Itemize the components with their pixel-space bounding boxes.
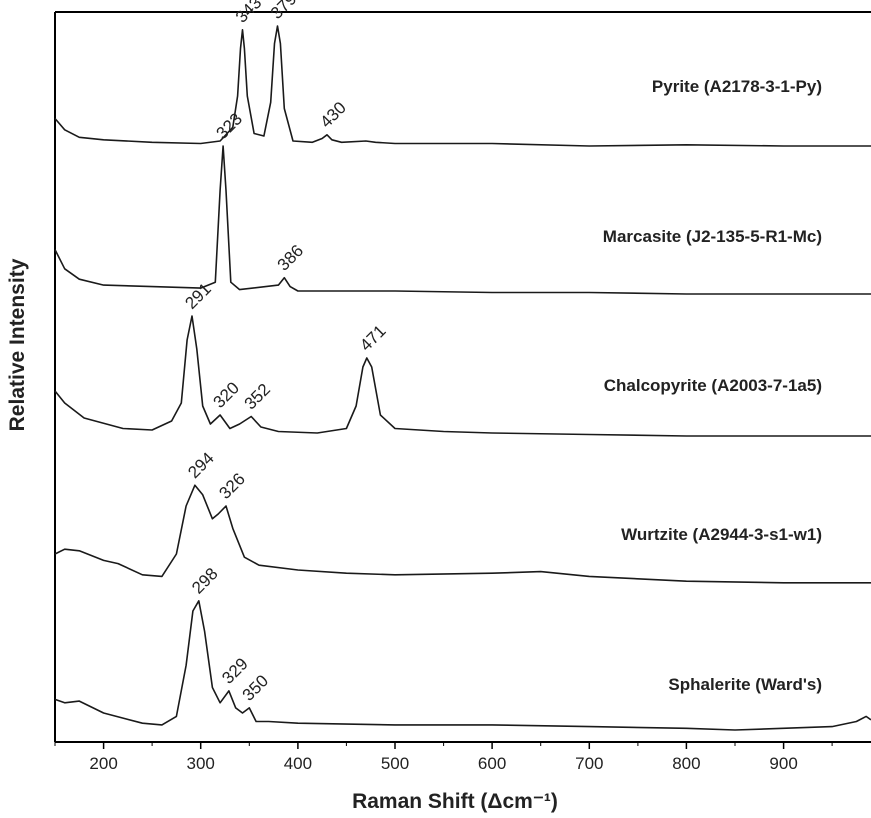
spectrum-line-4 xyxy=(54,484,871,584)
peak-label-352: 352 xyxy=(241,380,274,413)
peak-label-386: 386 xyxy=(274,241,307,274)
peak-label-298: 298 xyxy=(188,564,221,597)
x-axis-ticks: 200 300 400 500 600 700 800 900 xyxy=(54,742,833,773)
x-tick-label-400: 400 xyxy=(284,754,312,773)
peak-label-350: 350 xyxy=(239,671,272,704)
peak-label-343: 343 xyxy=(232,0,265,27)
x-tick-label-500: 500 xyxy=(381,754,409,773)
x-axis-title: Raman Shift (Δcm⁻¹) xyxy=(352,790,558,813)
spectrum-line-1 xyxy=(54,25,871,147)
x-tick-label-600: 600 xyxy=(478,754,506,773)
spectrum-line-5 xyxy=(54,600,871,731)
spectrum-line-2 xyxy=(54,145,871,295)
spectra-traces xyxy=(54,25,871,731)
peak-label-430: 430 xyxy=(316,98,349,131)
y-axis-title: Relative Intensity xyxy=(6,258,29,431)
x-tick-label-900: 900 xyxy=(769,754,797,773)
x-tick-label-200: 200 xyxy=(89,754,117,773)
spectrum-line-3 xyxy=(54,315,871,437)
peak-label-326: 326 xyxy=(215,469,248,502)
x-tick-label-700: 700 xyxy=(575,754,603,773)
x-tick-label-300: 300 xyxy=(187,754,215,773)
sample-labels: Pyrite (A2178-3-1-Py) Marcasite (J2-135-5… xyxy=(603,77,822,694)
peak-label-294: 294 xyxy=(184,449,217,482)
series-label-3: Chalcopyrite (A2003-7-1a5) xyxy=(604,376,822,395)
peak-label-320: 320 xyxy=(209,378,242,411)
series-label-5: Sphalerite (Ward's) xyxy=(668,675,822,694)
peak-label-471: 471 xyxy=(356,321,389,354)
x-tick-label-800: 800 xyxy=(672,754,700,773)
peak-labels: 343 3794303233862913203524712943262983293… xyxy=(181,0,389,705)
peak-label-323: 323 xyxy=(212,109,245,142)
series-label-1: Pyrite (A2178-3-1-Py) xyxy=(652,77,822,96)
series-label-4: Wurtzite (A2944-3-s1-w1) xyxy=(621,525,822,544)
series-label-2: Marcasite (J2-135-5-R1-Mc) xyxy=(603,227,822,246)
